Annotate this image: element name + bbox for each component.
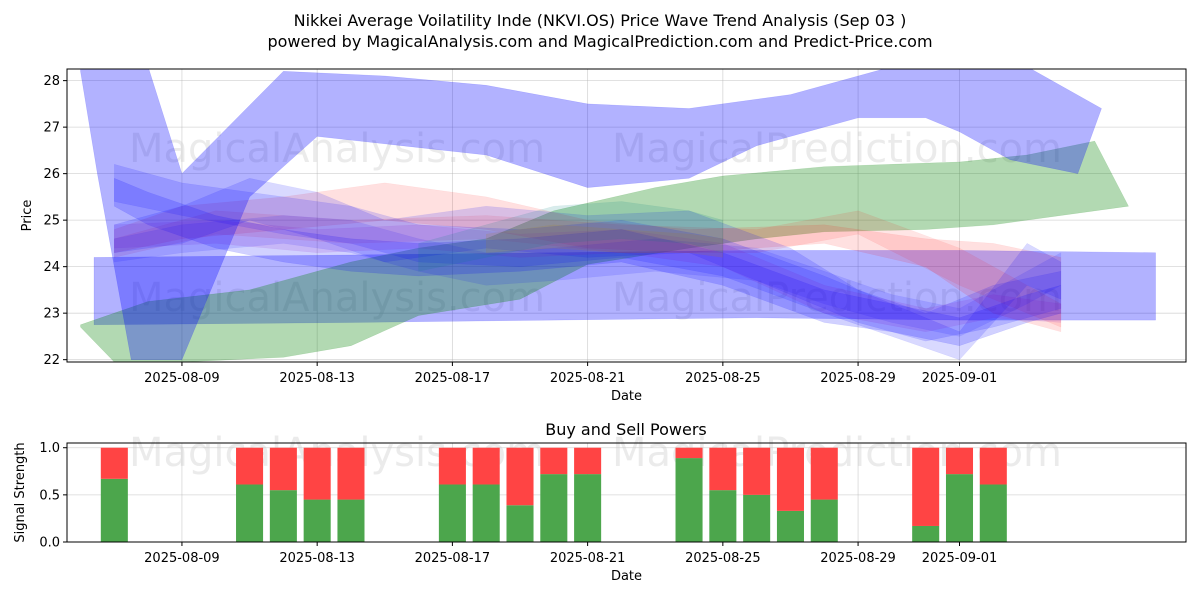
wave-band-blue-wave-a — [114, 163, 1062, 360]
y-tick-label: 0.5 — [39, 488, 60, 503]
chart-title-line2: powered by MagicalAnalysis.com and Magic… — [267, 32, 932, 51]
x-tick-label: 2025-08-09 — [144, 551, 220, 566]
y-tick-label: 1.0 — [39, 441, 60, 456]
buy-bar — [945, 474, 974, 542]
sell-bar — [269, 447, 297, 491]
buy-sell-title: Buy and Sell Powers — [545, 420, 707, 439]
buy-bar — [337, 499, 365, 542]
watermark-text: MagicalAnalysis.com — [129, 126, 545, 172]
wave-band-red-band-b — [114, 210, 1062, 328]
wave-band-red-band-a — [114, 182, 1062, 333]
sell-bar — [438, 447, 466, 485]
y-tick-label: 28 — [43, 74, 60, 89]
sell-bar — [100, 447, 128, 479]
sell-bar — [810, 447, 838, 500]
sell-bar — [236, 447, 264, 485]
sell-bar — [912, 447, 940, 526]
plot-frame — [66, 68, 1187, 363]
sell-bar — [776, 447, 804, 511]
buy-bar — [100, 478, 128, 542]
wave-band-blue-wave-main — [80, 69, 1102, 360]
sell-bar — [574, 447, 602, 475]
x-tick-label: 2025-08-29 — [820, 371, 896, 386]
chart-title-line1: Nikkei Average Voilatility Inde (NKVI.OS… — [294, 11, 907, 30]
buy-bar — [979, 484, 1007, 542]
buy-bar — [506, 505, 534, 542]
x-tick-label: 2025-08-25 — [685, 371, 761, 386]
wave-band-blue-wave-b — [114, 178, 1062, 342]
x-tick-label: 2025-08-13 — [279, 551, 355, 566]
x-tick-label: 2025-08-17 — [415, 371, 491, 386]
y-tick-label: 26 — [43, 167, 60, 182]
y-tick-label: 27 — [43, 121, 60, 136]
y-tick-label: 25 — [43, 214, 60, 229]
x-tick-label: 2025-08-09 — [144, 371, 220, 386]
buy-bar — [574, 474, 602, 542]
buy-bar — [269, 490, 297, 542]
buy-bar — [675, 458, 703, 542]
y-tick-label: 22 — [43, 353, 60, 368]
x-tick-label: 2025-08-25 — [685, 551, 761, 566]
watermark-text: MagicalPrediction.com — [612, 126, 1062, 172]
buy-bar — [303, 499, 331, 542]
wave-band-blue-flat-band — [93, 250, 1156, 326]
y-axis-label: Signal Strength — [13, 442, 28, 542]
buy-bar — [236, 484, 264, 542]
y-axis-label: Price — [20, 200, 35, 232]
sell-bar — [709, 447, 737, 491]
sell-bar — [743, 447, 771, 495]
buy-bar — [438, 484, 466, 542]
wave-band-teal-wave — [418, 201, 724, 272]
x-axis-label: Date — [611, 389, 642, 404]
x-tick-label: 2025-08-29 — [820, 551, 896, 566]
sell-bar — [303, 447, 331, 500]
wave-band-orange-wave — [485, 224, 724, 258]
buy-bar — [709, 490, 737, 542]
y-tick-label: 24 — [43, 260, 60, 275]
sell-bar — [540, 447, 568, 475]
buy-bar — [776, 510, 804, 542]
sell-bar — [506, 447, 534, 506]
data-layer — [80, 69, 1156, 362]
sell-bar — [945, 447, 974, 475]
wave-band-blue-wave-d — [114, 215, 1062, 337]
buy-bar — [540, 474, 568, 542]
buy-bar — [743, 494, 771, 542]
wave-band-purple-wave — [114, 219, 1062, 333]
buy-bar — [472, 484, 500, 542]
sell-bar — [472, 447, 500, 485]
sell-bar — [979, 447, 1007, 485]
buy-sell-plot: MagicalAnalysis.comMagicalPrediction.com… — [13, 430, 1187, 584]
x-tick-label: 2025-08-21 — [550, 371, 626, 386]
wave-band-green-band — [80, 140, 1129, 362]
y-tick-label: 0.0 — [39, 536, 60, 551]
wave-band-blue-wave-c — [114, 177, 1062, 346]
watermark-text: MagicalAnalysis.com — [129, 275, 545, 321]
x-tick-label: 2025-08-13 — [279, 371, 355, 386]
x-tick-label: 2025-08-17 — [415, 551, 491, 566]
x-tick-label: 2025-08-21 — [550, 551, 626, 566]
x-tick-label: 2025-09-01 — [922, 371, 998, 386]
watermark-text: MagicalPrediction.com — [612, 275, 1062, 321]
sell-bar — [337, 447, 365, 500]
data-layer — [100, 447, 1007, 542]
buy-bar — [912, 525, 940, 542]
buy-bar — [810, 499, 838, 542]
x-axis-label: Date — [611, 569, 642, 584]
x-tick-label: 2025-09-01 — [922, 551, 998, 566]
y-tick-label: 23 — [43, 307, 60, 322]
plot-frame — [66, 442, 1187, 543]
sell-bar — [675, 447, 703, 459]
price-wave-plot: MagicalAnalysis.com MagicalPrediction.com… — [20, 68, 1187, 404]
